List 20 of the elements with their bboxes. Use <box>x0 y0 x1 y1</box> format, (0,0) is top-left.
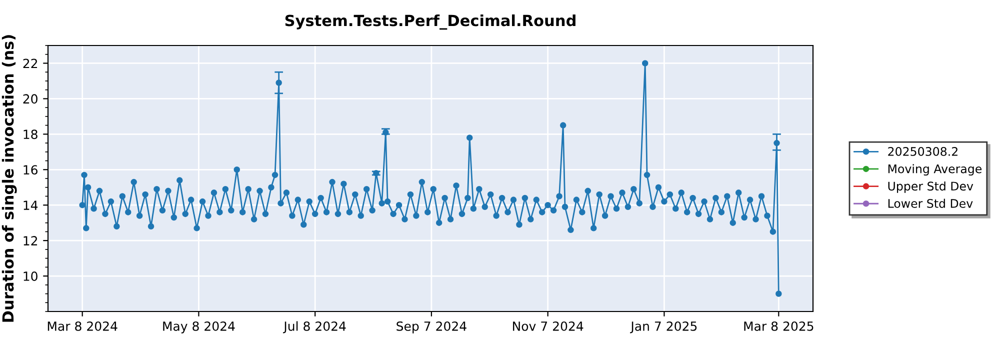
x-tick-label: Mar 8 2024 <box>48 321 118 331</box>
legend-label: Moving Average <box>888 164 982 176</box>
y-tick-label: 16 <box>24 165 38 175</box>
x-tick-label: May 8 2024 <box>163 321 235 334</box>
y-axis-title: Duration of single invocation (ns) <box>2 35 17 322</box>
y-tick-label: 20 <box>23 94 38 104</box>
x-tick-label: Jan 7 2025 <box>630 321 697 334</box>
y-tick-label: 14 <box>24 200 38 210</box>
legend-label: Upper Std Dev <box>888 181 974 193</box>
y-tick-label: 10 <box>24 272 38 281</box>
x-tick-label: Jul 8 2024 <box>283 321 346 334</box>
x-tick-label: Nov 7 2024 <box>512 321 584 331</box>
y-tick-label: 12 <box>24 236 38 246</box>
chart-title: System.Tests.Perf_Decimal.Round <box>285 14 576 30</box>
legend-label: 20250308.2 <box>888 147 958 156</box>
y-tick-label: 22 <box>23 58 38 68</box>
x-tick-label: Mar 8 2025 <box>744 321 814 331</box>
x-tick-label: Sep 7 2024 <box>396 321 466 334</box>
y-tick-label: 18 <box>24 130 38 140</box>
legend-label: Lower Std Dev <box>888 198 973 208</box>
